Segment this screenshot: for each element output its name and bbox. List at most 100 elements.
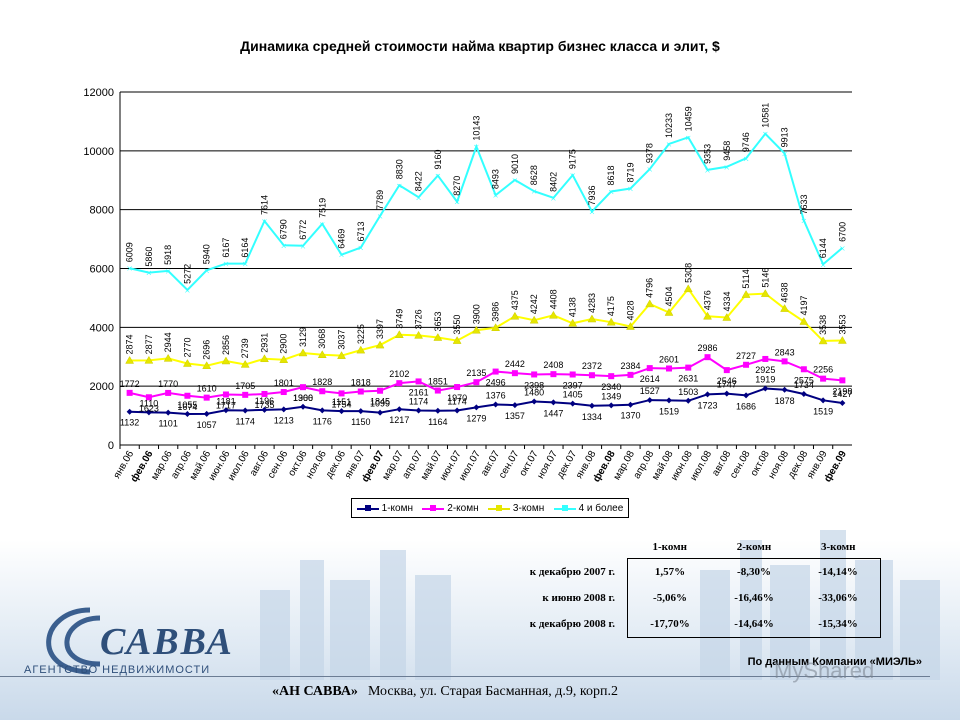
data-label: 2601 (659, 354, 679, 364)
data-point: × (338, 250, 344, 262)
data-point (820, 375, 827, 382)
data-point (165, 409, 172, 416)
data-point: × (415, 192, 421, 204)
data-label: 4197 (799, 296, 809, 316)
data-label: 1150 (351, 417, 370, 427)
data-point: × (281, 240, 287, 252)
data-point (646, 397, 653, 404)
data-label: 1623 (139, 403, 159, 413)
data-label: 1480 (524, 387, 544, 397)
data-label: 1174 (447, 396, 466, 406)
data-point: × (377, 211, 383, 223)
data-point (760, 289, 770, 297)
data-point (280, 389, 287, 396)
legend-swatch-3room (487, 503, 510, 513)
data-label: 2102 (389, 369, 409, 379)
data-point (452, 336, 462, 344)
data-label: 4334 (722, 291, 732, 311)
data-point (165, 389, 172, 396)
data-point (242, 407, 249, 414)
data-point: × (762, 129, 768, 141)
data-point (144, 355, 154, 364)
legend-label-2room: 2-комн (447, 502, 479, 514)
data-point (550, 371, 557, 378)
data-label: 7633 (799, 194, 809, 214)
footer-address-line: «АН САВВА» Москва, ул. Старая Басманная, … (272, 684, 618, 700)
comparison-cell: -14,14% (796, 558, 881, 585)
data-point (280, 406, 287, 413)
data-point (626, 322, 635, 330)
comparison-cell: -14,64% (712, 611, 796, 638)
data-label: 3653 (433, 312, 443, 332)
data-point (529, 315, 539, 324)
legend-item-2room: 2-комн (422, 502, 479, 514)
data-point: × (704, 165, 710, 177)
data-label: 1370 (620, 411, 640, 421)
data-label: 1770 (158, 379, 178, 389)
data-point (762, 355, 769, 362)
legend-label-4plus: 4 и более (578, 502, 624, 514)
data-label: 8422 (414, 171, 424, 191)
data-point: × (435, 171, 441, 183)
data-label: 1279 (466, 413, 486, 423)
data-label: 8402 (548, 172, 558, 192)
data-label: 8719 (625, 162, 635, 182)
chart-title: Динамика средней стоимости найма квартир… (240, 38, 720, 54)
data-label: 3225 (356, 324, 366, 344)
data-point (837, 335, 847, 344)
data-label: 2931 (259, 333, 269, 353)
data-label: 1213 (274, 415, 294, 425)
data-label: 1101 (158, 419, 177, 429)
data-point (666, 397, 672, 404)
data-point (319, 407, 326, 414)
data-label: 2135 (466, 368, 486, 378)
data-label: 6469 (337, 229, 347, 249)
data-point (781, 358, 788, 365)
line-chart: 020004000600080001000012000янв.06фев.06м… (83, 87, 852, 484)
data-label: 1828 (312, 377, 332, 387)
logo-subtitle: АГЕНТСТВО НЕДВИЖИМОСТИ (24, 664, 211, 676)
data-point (125, 355, 135, 364)
data-label: 2925 (755, 365, 775, 375)
data-point (723, 390, 730, 397)
comparison-col-header: 2-комн (736, 541, 772, 553)
data-point: × (743, 153, 749, 165)
data-point (606, 317, 616, 326)
data-label: 10581 (760, 103, 770, 128)
data-point (548, 310, 558, 319)
y-tick-label: 6000 (90, 264, 114, 276)
data-label: 3538 (818, 315, 828, 335)
data-label: 2856 (221, 335, 231, 355)
data-label: 2397 (563, 380, 583, 390)
comparison-cell: -33,06% (796, 585, 881, 611)
data-label: 1151 (332, 397, 351, 407)
data-point (145, 409, 152, 416)
data-point (396, 380, 403, 387)
data-point (569, 400, 576, 407)
data-label: 2843 (775, 347, 795, 357)
data-label: 2944 (163, 332, 173, 352)
data-point: × (146, 268, 152, 280)
data-label: 2770 (182, 337, 192, 357)
data-point (666, 365, 672, 372)
data-label: 2442 (505, 359, 525, 369)
data-point (587, 314, 597, 323)
data-label: 5272 (182, 264, 192, 284)
data-point (184, 410, 191, 417)
data-label: 5860 (144, 247, 154, 267)
data-label: 2408 (543, 360, 563, 370)
data-label: 4283 (587, 293, 597, 313)
data-point (377, 409, 384, 416)
data-label: 6144 (818, 238, 828, 258)
data-point (454, 407, 461, 414)
data-label: 1527 (640, 386, 660, 396)
data-label: 9746 (741, 132, 751, 152)
footer-address: Москва, ул. Старая Басманная, д.9, корп.… (367, 684, 619, 699)
data-label: 1334 (582, 412, 602, 422)
data-point (240, 359, 250, 368)
data-label: 3129 (298, 327, 308, 347)
data-point (588, 402, 595, 409)
data-point (492, 368, 499, 375)
legend-item-1room: 1-комн (356, 503, 413, 514)
data-label: 1878 (775, 396, 795, 406)
